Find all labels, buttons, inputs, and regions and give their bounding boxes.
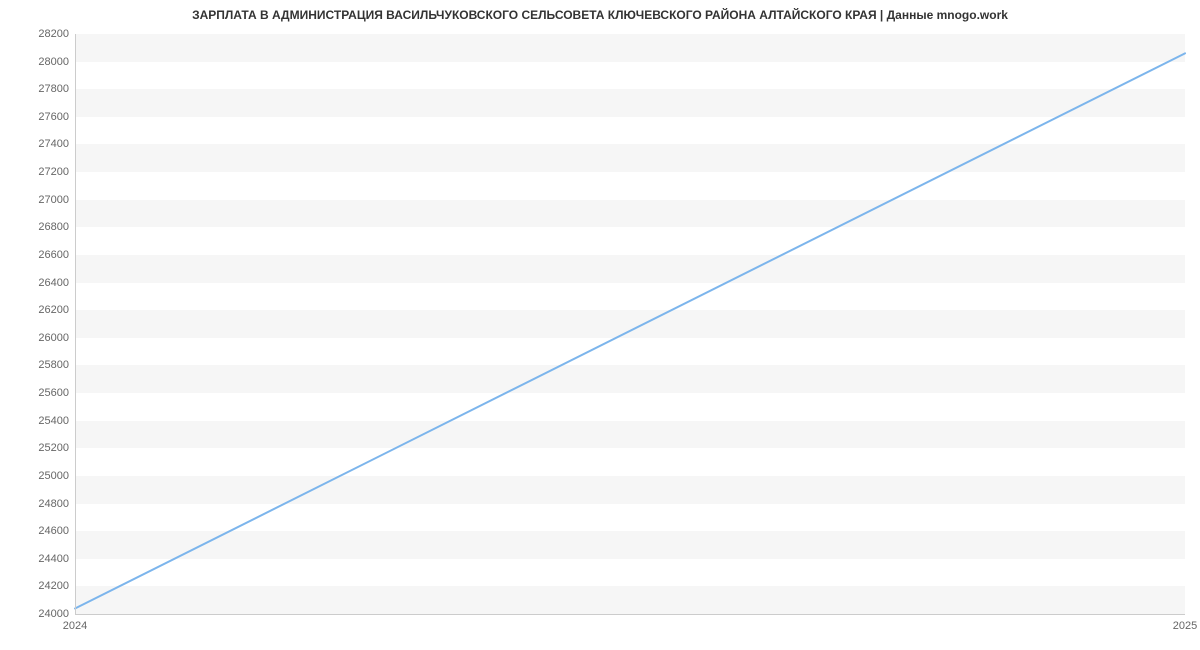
y-axis-label: 27200 bbox=[38, 166, 75, 178]
y-axis-label: 27600 bbox=[38, 111, 75, 123]
x-axis-line bbox=[75, 614, 1185, 615]
y-axis-label: 27800 bbox=[38, 83, 75, 95]
y-axis-label: 26600 bbox=[38, 249, 75, 261]
y-axis-label: 25400 bbox=[38, 415, 75, 427]
y-axis-label: 28000 bbox=[38, 56, 75, 68]
y-axis-label: 26400 bbox=[38, 277, 75, 289]
x-axis-label: 2025 bbox=[1173, 614, 1197, 632]
line-series-layer bbox=[75, 34, 1185, 614]
y-axis-label: 24600 bbox=[38, 525, 75, 537]
chart-container: ЗАРПЛАТА В АДМИНИСТРАЦИЯ ВАСИЛЬЧУКОВСКОГ… bbox=[0, 0, 1200, 650]
y-axis-label: 24200 bbox=[38, 580, 75, 592]
x-axis-label: 2024 bbox=[63, 614, 87, 632]
y-axis-label: 26000 bbox=[38, 332, 75, 344]
y-axis-label: 24400 bbox=[38, 553, 75, 565]
plot-area: 2400024200244002460024800250002520025400… bbox=[75, 34, 1185, 614]
y-axis-label: 28200 bbox=[38, 28, 75, 40]
y-axis-line bbox=[75, 34, 76, 614]
y-axis-label: 27400 bbox=[38, 138, 75, 150]
y-axis-label: 25000 bbox=[38, 470, 75, 482]
y-axis-label: 25200 bbox=[38, 442, 75, 454]
chart-title: ЗАРПЛАТА В АДМИНИСТРАЦИЯ ВАСИЛЬЧУКОВСКОГ… bbox=[0, 0, 1200, 26]
y-axis-label: 25600 bbox=[38, 387, 75, 399]
y-axis-label: 27000 bbox=[38, 194, 75, 206]
y-axis-label: 25800 bbox=[38, 359, 75, 371]
y-axis-label: 26800 bbox=[38, 221, 75, 233]
y-axis-label: 24800 bbox=[38, 498, 75, 510]
y-axis-label: 26200 bbox=[38, 304, 75, 316]
series-line-salary bbox=[75, 53, 1185, 608]
